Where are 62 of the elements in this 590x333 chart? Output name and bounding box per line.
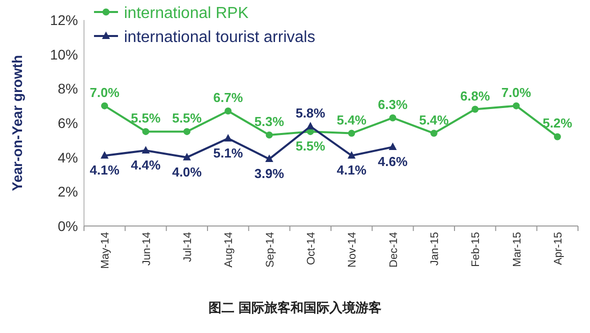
x-tick-label: Aug-14 <box>223 232 236 268</box>
point <box>142 146 150 154</box>
y-tick-label: 12% <box>50 12 78 28</box>
point <box>266 132 273 139</box>
point <box>306 122 314 130</box>
point <box>265 154 274 162</box>
point <box>100 151 109 159</box>
y-tick-label: 4% <box>58 149 78 166</box>
point <box>388 142 397 150</box>
point <box>512 102 520 110</box>
x-tick-label: Nov-14 <box>346 232 359 268</box>
data-label: 5.4% <box>419 112 450 128</box>
point <box>554 133 561 140</box>
data-label: 4.1% <box>336 162 367 178</box>
x-tick-label: Jun-14 <box>140 232 153 266</box>
point <box>183 128 190 136</box>
data-label: 4.6% <box>378 154 408 170</box>
point <box>472 106 479 113</box>
point <box>430 130 438 137</box>
y-tick-label: 10% <box>50 46 78 62</box>
data-label: 5.5% <box>172 110 202 126</box>
data-label: 5.5% <box>130 110 161 126</box>
x-tick-label: Sep-14 <box>264 232 276 268</box>
x-tick-label: Dec-14 <box>388 232 400 268</box>
y-axis-title: Year-on-Year growth <box>9 54 25 192</box>
x-tick-label: Oct-14 <box>305 232 318 266</box>
point <box>224 107 232 114</box>
point <box>101 102 108 110</box>
x-tick-label: Feb-15 <box>470 232 482 267</box>
legend-label: international tourist arrivals <box>124 29 316 46</box>
data-label: 7.0% <box>90 84 120 100</box>
y-tick-label: 2% <box>58 184 78 200</box>
data-label: 3.9% <box>254 166 284 182</box>
point <box>348 151 356 159</box>
data-label: 6.3% <box>378 96 408 112</box>
y-tick-label: 6% <box>58 115 78 131</box>
x-tick-label: Apr-15 <box>552 232 564 266</box>
x-tick-label: Mar-15 <box>511 232 524 267</box>
point <box>389 114 396 122</box>
data-label: 5.2% <box>542 116 573 131</box>
data-label: 6.8% <box>460 88 490 104</box>
data-label: 4.1% <box>90 162 120 178</box>
data-label: 5.1% <box>213 145 244 160</box>
point <box>142 128 150 136</box>
data-label: 5.3% <box>254 114 284 130</box>
data-label: 4.4% <box>130 157 161 172</box>
data-label: 5.5% <box>296 138 326 154</box>
x-tick-label: Jul-14 <box>182 232 194 262</box>
point <box>182 152 191 160</box>
legend-label: international RPK <box>124 5 249 22</box>
point <box>224 134 232 142</box>
y-tick-label: 0% <box>58 218 78 234</box>
data-label: 4.0% <box>172 164 202 180</box>
y-tick-label: 8% <box>58 80 78 97</box>
x-tick-label: May-14 <box>100 232 112 269</box>
point <box>348 130 356 137</box>
data-label: 7.0% <box>501 84 532 100</box>
data-label: 5.4% <box>336 112 367 128</box>
x-tick-label: Jan-15 <box>428 232 441 266</box>
data-label: 6.7% <box>213 90 244 105</box>
text: 图二 国际旅客和国际入境游客 <box>208 300 382 315</box>
data-label: 5.8% <box>296 105 326 120</box>
